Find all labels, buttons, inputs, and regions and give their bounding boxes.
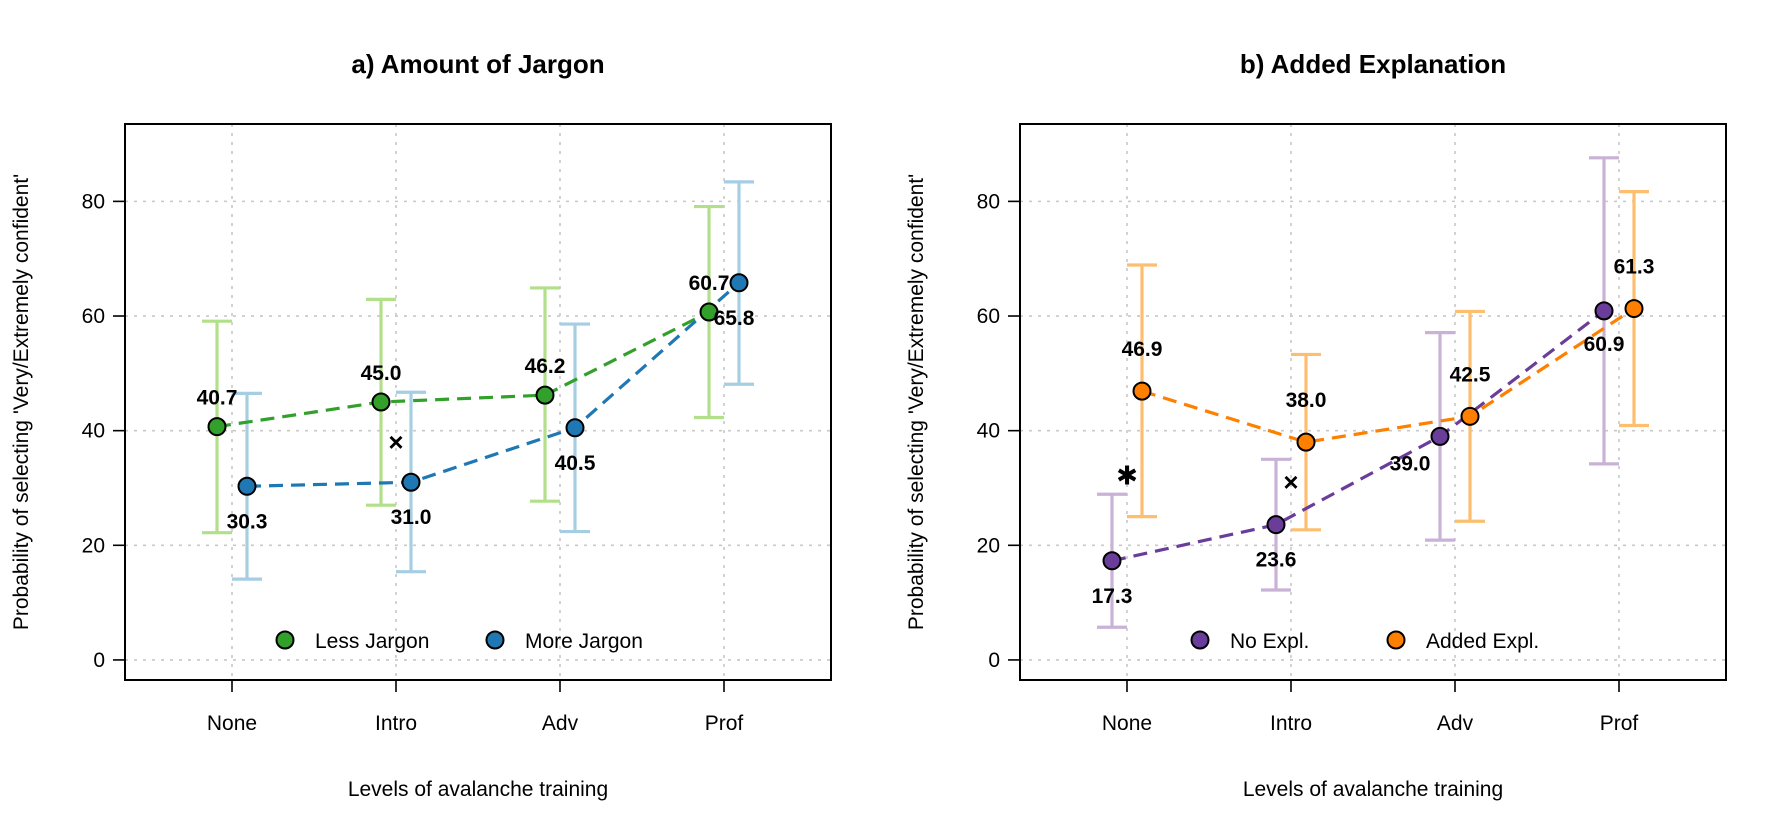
chart-title: a) Amount of Jargon: [351, 49, 604, 79]
reference-marker: ✱: [1116, 460, 1138, 490]
data-point: [1266, 515, 1286, 535]
data-point: [371, 392, 391, 412]
y-tick-label: 60: [82, 305, 105, 328]
x-tick-label: Adv: [1437, 712, 1474, 735]
y-axis-title: Probability of selecting 'Very/Extremely…: [10, 174, 33, 630]
data-label: 46.9: [1122, 338, 1163, 361]
data-label: 60.7: [689, 272, 730, 295]
legend-label: More Jargon: [525, 630, 643, 653]
data-point: [1460, 406, 1480, 426]
y-tick-label: 40: [977, 420, 1000, 443]
data-point: [699, 302, 719, 322]
data-label: 40.7: [197, 387, 238, 410]
data-point: [1296, 432, 1316, 452]
data-label: 42.5: [1450, 363, 1491, 386]
legend-marker: [1386, 630, 1406, 650]
legend-label: Added Expl.: [1426, 630, 1539, 653]
data-label: 23.6: [1256, 549, 1297, 572]
plot-frame: [124, 123, 832, 681]
grid: [125, 124, 831, 680]
data-point: [1132, 381, 1152, 401]
data-label: 46.2: [525, 355, 566, 378]
x-tick-label: None: [207, 712, 257, 735]
y-axis-title: Probability of selecting 'Very/Extremely…: [905, 174, 928, 630]
y-tick-label: 20: [82, 534, 105, 557]
data-label: 38.0: [1286, 389, 1327, 412]
data-label: 30.3: [227, 510, 268, 533]
data-point: [207, 417, 227, 437]
x-tick-label: None: [1102, 712, 1152, 735]
reference-marker: ×: [1283, 467, 1298, 497]
legend-label: No Expl.: [1230, 630, 1309, 653]
legend-label: Less Jargon: [315, 630, 429, 653]
x-tick-label: Intro: [1270, 712, 1312, 735]
y-tick-label: 60: [977, 305, 1000, 328]
series-line: [246, 281, 741, 488]
chart-title: b) Added Explanation: [1240, 49, 1506, 79]
grid: [1020, 124, 1726, 680]
legend-marker: [1190, 630, 1210, 650]
data-label: 39.0: [1390, 452, 1431, 475]
data-point: [237, 476, 257, 496]
data-label: 17.3: [1092, 585, 1133, 608]
x-tick-label: Prof: [1600, 712, 1639, 735]
series-line: [1141, 307, 1635, 444]
x-tick-label: Intro: [375, 712, 417, 735]
data-label: 65.8: [714, 307, 755, 330]
data-point: [1624, 299, 1644, 319]
data-point: [1594, 301, 1614, 321]
series-line: [216, 310, 710, 429]
data-point: [535, 385, 555, 405]
series-line: [1111, 309, 1605, 563]
x-tick-label: Adv: [542, 712, 579, 735]
reference-marker: ×: [388, 427, 403, 457]
y-tick-label: 40: [82, 420, 105, 443]
data-label: 40.5: [555, 452, 596, 475]
plot-frame: [1019, 123, 1727, 681]
panel-added-explanation: b) Added Explanation Levels of avalanche…: [905, 49, 1727, 801]
data-point: [565, 418, 585, 438]
panel-amount-of-jargon: a) Amount of Jargon Levels of avalanche …: [10, 49, 832, 801]
data-label: 61.3: [1614, 256, 1655, 279]
y-tick-label: 20: [977, 534, 1000, 557]
data-point: [729, 273, 749, 293]
legend-marker: [485, 630, 505, 650]
data-label: 60.9: [1584, 333, 1625, 356]
y-tick-label: 0: [988, 649, 1000, 672]
data-point: [1102, 551, 1122, 571]
x-axis-title: Levels of avalanche training: [348, 778, 608, 801]
y-tick-label: 0: [93, 649, 105, 672]
legend-marker: [275, 630, 295, 650]
legend: Less Jargon More Jargon: [275, 630, 643, 653]
x-axis-title: Levels of avalanche training: [1243, 778, 1503, 801]
y-tick-label: 80: [82, 190, 105, 213]
data-label: 45.0: [361, 362, 402, 385]
data-point: [1430, 426, 1450, 446]
y-tick-label: 80: [977, 190, 1000, 213]
legend: No Expl. Added Expl.: [1190, 630, 1539, 653]
data-label: 31.0: [391, 506, 432, 529]
x-tick-label: Prof: [705, 712, 744, 735]
data-point: [401, 472, 421, 492]
